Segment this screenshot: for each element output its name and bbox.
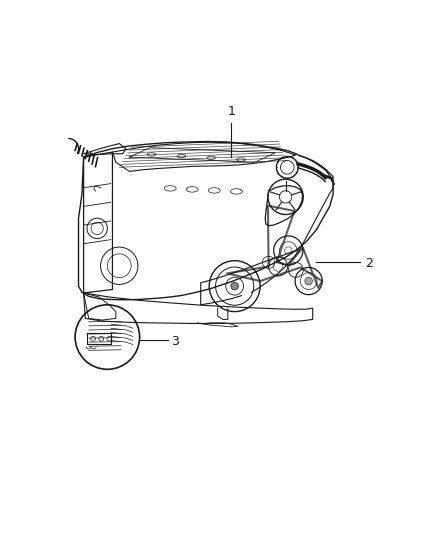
Circle shape	[231, 282, 238, 290]
Circle shape	[305, 277, 312, 285]
Text: 2: 2	[365, 256, 373, 270]
Text: 3: 3	[171, 335, 179, 348]
Text: 1: 1	[227, 105, 235, 118]
